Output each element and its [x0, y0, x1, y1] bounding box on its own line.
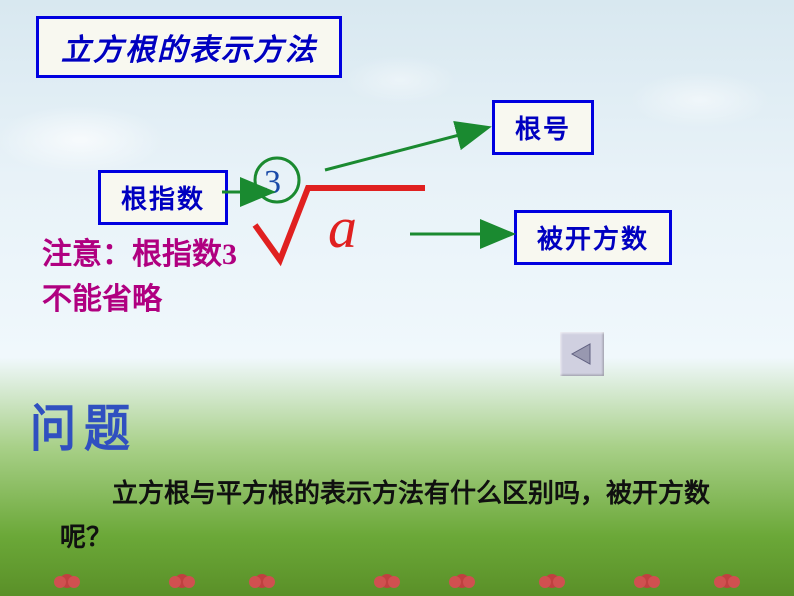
back-button[interactable]: [560, 332, 604, 376]
flower-icon: [255, 574, 269, 588]
title-box: 立方根的表示方法: [36, 16, 342, 78]
radicand: a: [328, 194, 357, 261]
flower-icon: [455, 574, 469, 588]
label-radical-sign: 根号: [492, 100, 594, 155]
triangle-left-icon: [568, 340, 596, 368]
flower-icon: [640, 574, 654, 588]
flower-icon: [60, 574, 74, 588]
flower-icon: [175, 574, 189, 588]
page-title: 立方根的表示方法: [61, 34, 317, 67]
label-root-index-text: 根指数: [121, 184, 205, 214]
cube-root-symbol: 3 a: [250, 150, 430, 270]
note-text: 注意：根指数3不能省略: [42, 232, 252, 322]
flower-icon: [545, 574, 559, 588]
label-radicand: 被开方数: [514, 210, 672, 265]
label-radicand-text: 被开方数: [537, 224, 649, 254]
label-root-index: 根指数: [98, 170, 228, 225]
label-radical-sign-text: 根号: [515, 114, 571, 144]
question-heading: 问题: [30, 389, 138, 462]
flower-icon: [720, 574, 734, 588]
flower-icon: [380, 574, 394, 588]
root-index: 3: [264, 164, 281, 202]
question-text: 立方根与平方根的表示方法有什么区别吗，被开方数呢？: [60, 472, 760, 560]
